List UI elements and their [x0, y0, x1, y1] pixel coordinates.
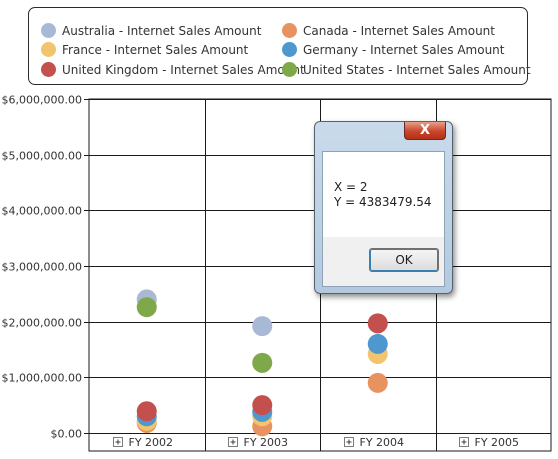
dialog-x-value: X = 2	[334, 180, 368, 194]
legend-swatch-france	[41, 42, 56, 57]
data-point-canada[interactable]	[367, 372, 388, 393]
legend-swatch-united-states	[282, 62, 297, 77]
dialog-message-area: X = 2 Y = 4383479.54	[323, 152, 444, 237]
legend-label-united-kingdom: United Kingdom - Internet Sales Amount	[62, 63, 305, 77]
legend-swatch-germany	[282, 42, 297, 57]
category-header-fy-2005[interactable]: FY 2005	[459, 436, 520, 449]
category-label: FY 2003	[244, 436, 289, 449]
data-point-australia[interactable]	[252, 316, 273, 337]
category-header-fy-2002[interactable]: FY 2002	[113, 436, 174, 449]
y-tick-label: $1,000,000.00	[2, 372, 82, 385]
data-point-united-kingdom[interactable]	[367, 313, 388, 334]
y-tick-label: $4,000,000.00	[2, 205, 82, 218]
legend-label-canada: Canada - Internet Sales Amount	[303, 24, 495, 38]
y-tick-label: $6,000,000.00	[2, 94, 82, 107]
y-tick-label: $3,000,000.00	[2, 261, 82, 274]
dialog-close-button[interactable]: X	[404, 122, 446, 140]
legend-swatch-canada	[282, 23, 297, 38]
y-tick-label: $5,000,000.00	[2, 150, 82, 163]
y-tick-label: $0.00	[51, 428, 83, 441]
legend-label-germany: Germany - Internet Sales Amount	[303, 43, 505, 57]
data-points	[136, 126, 388, 437]
category-label: FY 2002	[129, 436, 174, 449]
category-label: FY 2005	[475, 436, 520, 449]
data-point-united-states[interactable]	[136, 297, 157, 318]
dialog-ok-button[interactable]: OK	[369, 248, 439, 272]
chart-grid	[88, 98, 552, 452]
y-axis-ticks: $0.00 $1,000,000.00 $2,000,000.00 $3,000,00…	[2, 94, 89, 441]
legend-label-united-states: United States - Internet Sales Amount	[303, 63, 531, 77]
x-axis-categories: FY 2002 FY 2003 FY 2004 FY 2005	[113, 436, 520, 449]
chart-legend: Australia - Internet Sales Amount Canada…	[28, 7, 531, 85]
category-label: FY 2004	[360, 436, 405, 449]
y-tick-label: $2,000,000.00	[2, 317, 82, 330]
data-point-united-kingdom[interactable]	[136, 401, 157, 422]
dialog-client-area: X = 2 Y = 4383479.54 OK	[322, 151, 445, 287]
legend-label-australia: Australia - Internet Sales Amount	[62, 24, 262, 38]
legend-swatch-australia	[41, 23, 56, 38]
message-box-dialog: X X = 2 Y = 4383479.54 OK	[314, 121, 453, 294]
category-header-fy-2003[interactable]: FY 2003	[228, 436, 289, 449]
data-point-united-states[interactable]	[252, 352, 273, 373]
dialog-y-value: Y = 4383479.54	[334, 195, 432, 209]
legend-swatch-united-kingdom	[41, 62, 56, 77]
legend-label-france: France - Internet Sales Amount	[62, 43, 249, 57]
data-point-united-kingdom[interactable]	[252, 395, 273, 416]
category-header-fy-2004[interactable]: FY 2004	[344, 436, 405, 449]
data-point-germany[interactable]	[367, 333, 388, 354]
